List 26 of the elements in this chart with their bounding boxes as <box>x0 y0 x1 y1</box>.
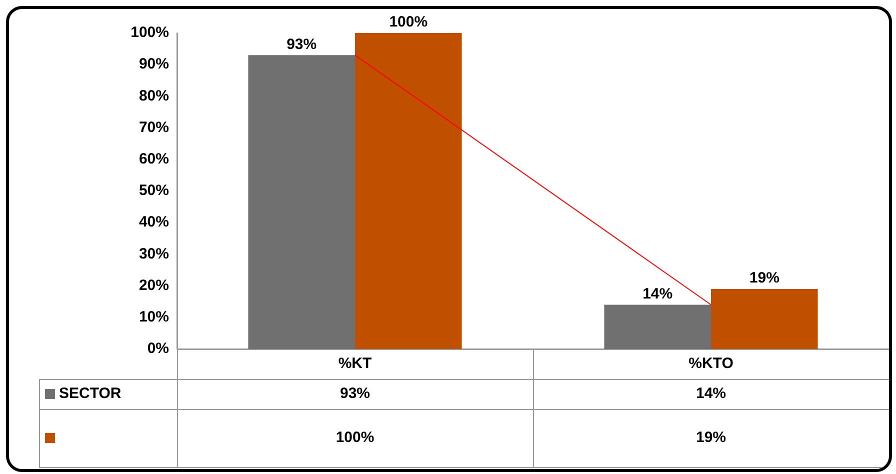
data-label: 14% <box>696 385 726 402</box>
y-tick-label: 10% <box>138 308 169 326</box>
y-tick-label: 30% <box>138 245 169 262</box>
text: 14% <box>642 285 673 302</box>
x-tick-label: %KTO <box>688 355 734 372</box>
data-label: 100% <box>336 429 374 446</box>
y-tick-label: 100% <box>130 24 169 42</box>
y-tick-label: 50% <box>138 182 169 200</box>
data-label: 93% <box>340 385 370 402</box>
bar <box>604 304 711 349</box>
text: 93% <box>286 36 317 53</box>
y-tick-label: 60% <box>138 150 169 168</box>
y-tick-label: 70% <box>138 118 169 136</box>
data-label: 19% <box>696 429 726 446</box>
y-tick-label: 20% <box>138 276 169 294</box>
x-tick-label: %KT <box>338 355 372 372</box>
bar <box>248 55 355 349</box>
text: 100% <box>389 14 428 31</box>
y-tick-label: 90% <box>138 56 169 73</box>
text: 19% <box>749 270 780 287</box>
y-tick-label: 40% <box>138 214 169 231</box>
bar <box>355 33 462 349</box>
y-tick-label: 80% <box>138 87 169 104</box>
bar <box>711 288 818 349</box>
y-tick-label: 0% <box>147 340 169 358</box>
legend-label: SECTOR <box>59 385 122 402</box>
